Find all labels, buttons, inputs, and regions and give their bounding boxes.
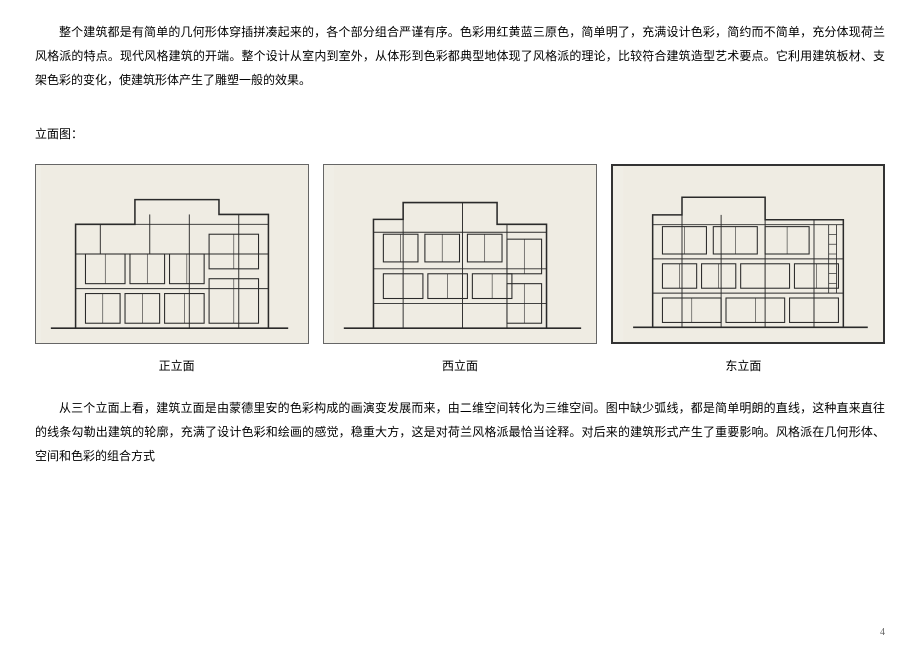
figure-front xyxy=(35,164,309,344)
caption-row: 正立面 西立面 东立面 xyxy=(35,354,885,378)
drawing-front-elevation xyxy=(35,164,309,344)
caption-east: 东立面 xyxy=(602,354,885,378)
page-number: 4 xyxy=(880,623,885,643)
drawing-east-elevation xyxy=(611,164,885,344)
paragraph-2: 从三个立面上看，建筑立面是由蒙德里安的色彩构成的画演变发展而来，由二维空间转化为… xyxy=(35,396,885,468)
section-title-elevations: 立面图： xyxy=(35,122,885,146)
caption-west: 西立面 xyxy=(318,354,601,378)
paragraph-1: 整个建筑都是有简单的几何形体穿插拼凑起来的，各个部分组合严谨有序。色彩用红黄蓝三… xyxy=(35,20,885,92)
figure-row xyxy=(35,164,885,344)
drawing-west-elevation xyxy=(323,164,597,344)
figure-west xyxy=(323,164,597,344)
caption-front: 正立面 xyxy=(35,354,318,378)
figure-east xyxy=(611,164,885,344)
